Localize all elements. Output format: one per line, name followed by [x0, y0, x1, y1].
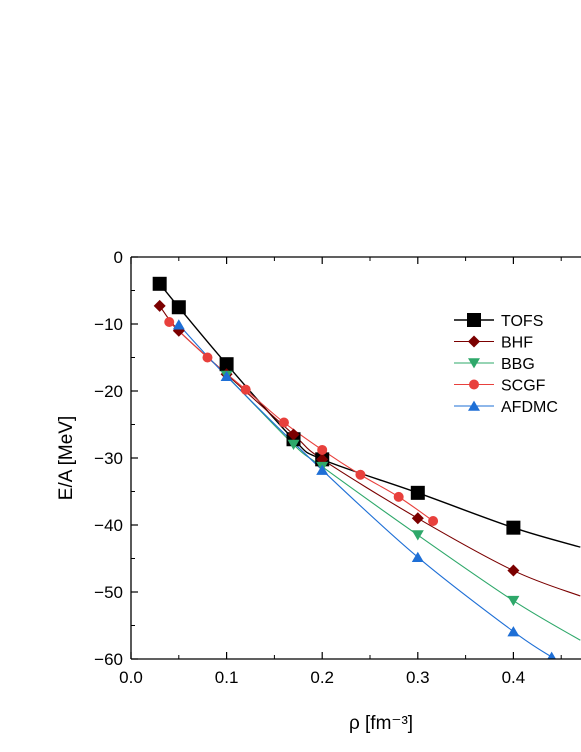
data-point-scgf [164, 316, 175, 327]
data-point-scgf [240, 384, 251, 395]
data-point-tofs [171, 300, 186, 315]
series-markers [152, 276, 556, 659]
legend-marker-scgf [469, 379, 479, 390]
legend-marker-bhf [468, 335, 480, 348]
data-point-afdmc [316, 464, 329, 475]
data-point-afdmc [411, 551, 424, 562]
data-point-afdmc [172, 319, 185, 330]
data-point-bhf [153, 299, 166, 312]
x-axis-label: ρ [fm⁻³] [349, 713, 413, 734]
legend-label-afdmc: AFDMC [501, 399, 558, 416]
tick-labels: 0.0 0.1 0.2 0.3 0.4 0 −10 −20 −30 −40 −50 −60 [94, 248, 525, 687]
data-point-scgf [278, 417, 289, 428]
data-point-scgf [202, 352, 213, 363]
data-point-tofs [152, 276, 167, 291]
series-line-tofs [159, 283, 581, 548]
y-tick-label: −20 [94, 382, 123, 401]
data-point-afdmc [507, 626, 520, 637]
data-point-tofs [506, 520, 521, 535]
x-tick-label: 0.0 [119, 668, 143, 687]
x-tick-label: 0.3 [406, 668, 430, 687]
y-axis-label: E/A [MeV] [56, 416, 77, 500]
data-point-tofs [219, 357, 234, 372]
legend-label-scgf: SCGF [501, 378, 546, 395]
data-point-afdmc [547, 651, 556, 659]
y-tick-label: −30 [94, 449, 123, 468]
legend-label-bbg: BBG [501, 356, 535, 373]
data-point-afdmc [220, 370, 233, 382]
y-tick-label: −40 [94, 516, 123, 535]
data-point-scgf [428, 515, 439, 526]
data-point-bbg [411, 530, 424, 541]
legend: TOFS BHF BBG SCGF AFDMC [454, 313, 558, 416]
legend-label-bhf: BHF [501, 335, 533, 352]
legend-marker-afdmc [468, 400, 480, 411]
axes [130, 256, 581, 660]
data-point-bbg [507, 595, 520, 607]
data-point-bhf [411, 512, 424, 525]
series-line-scgf [168, 321, 434, 522]
data-point-scgf [317, 444, 328, 455]
legend-marker-tofs [467, 313, 481, 327]
legend-marker-bbg [468, 358, 480, 369]
x-tick-label: 0.4 [502, 668, 526, 687]
data-point-bhf [287, 428, 300, 441]
x-tick-label: 0.2 [310, 668, 334, 687]
y-tick-label: 0 [114, 248, 123, 267]
x-tick-label: 0.1 [215, 668, 239, 687]
data-point-tofs [410, 485, 425, 500]
data-point-bbg [287, 439, 300, 450]
y-tick-label: −60 [94, 650, 123, 669]
legend-label-tofs: TOFS [501, 313, 543, 330]
y-tick-label: −10 [94, 315, 123, 334]
y-tick-label: −50 [94, 583, 123, 602]
data-point-scgf [355, 469, 366, 480]
data-point-bhf [507, 564, 520, 577]
data-point-scgf [393, 491, 404, 502]
